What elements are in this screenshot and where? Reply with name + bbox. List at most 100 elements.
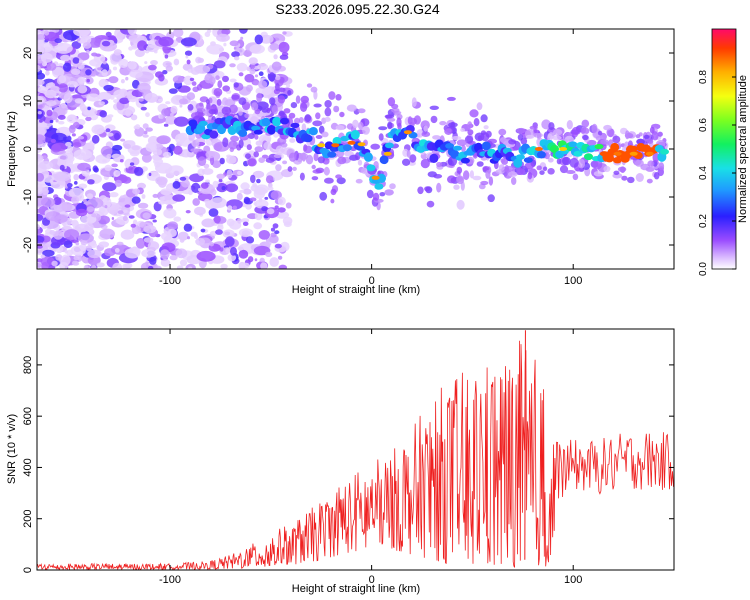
- noise-blob: [77, 85, 88, 94]
- noise-blob: [237, 218, 242, 224]
- noise-blob: [160, 188, 172, 196]
- noise-blob: [83, 264, 89, 269]
- ridge-blob: [324, 141, 334, 150]
- noise-blob: [126, 95, 133, 100]
- noise-blob: [61, 201, 73, 212]
- ridge-blob: [350, 130, 360, 140]
- noise-blob: [37, 33, 46, 40]
- noise-blob: [54, 171, 71, 182]
- noise-blob: [186, 59, 191, 65]
- noise-blob: [75, 242, 80, 246]
- noise-blob: [145, 44, 159, 53]
- noise-blob: [196, 250, 216, 262]
- noise-blob: [86, 206, 95, 213]
- noise-blob: [285, 202, 292, 209]
- noise-blob: [77, 233, 94, 243]
- noise-blob: [124, 158, 134, 169]
- noise-blob: [277, 196, 286, 206]
- halo-blob: [646, 178, 653, 184]
- halo-blob: [463, 170, 470, 181]
- halo-blob: [311, 164, 316, 170]
- halo-blob: [283, 108, 291, 114]
- noise-blob: [139, 221, 147, 228]
- noise-blob: [252, 170, 265, 178]
- halo-blob: [564, 135, 574, 144]
- noise-blob: [98, 241, 110, 248]
- noise-blob: [237, 246, 244, 251]
- halo-blob: [228, 140, 238, 150]
- noise-blob: [167, 228, 177, 238]
- noise-blob: [198, 188, 202, 192]
- noise-blob: [162, 151, 172, 158]
- halo-blob: [196, 84, 203, 91]
- halo-blob: [413, 115, 421, 125]
- noise-blob: [37, 79, 45, 86]
- noise-blob: [72, 57, 80, 64]
- ridge-blob: [550, 144, 559, 154]
- noise-blob: [111, 153, 121, 160]
- noise-blob: [258, 71, 264, 76]
- halo-blob: [229, 104, 238, 114]
- y-tick-label: 10: [22, 95, 34, 107]
- noise-blob: [57, 159, 66, 165]
- noise-blob: [93, 167, 99, 173]
- noise-blob: [129, 162, 135, 166]
- halo-blob: [214, 143, 223, 152]
- halo-blob: [213, 88, 223, 97]
- halo-blob: [436, 182, 442, 193]
- noise-blob: [215, 75, 220, 81]
- noise-blob: [52, 142, 68, 152]
- noise-blob: [175, 248, 188, 259]
- halo-blob: [253, 151, 259, 158]
- noise-blob: [129, 150, 140, 157]
- halo-blob: [190, 148, 200, 153]
- ridge-blob: [356, 145, 365, 151]
- noise-blob: [145, 127, 153, 132]
- noise-blob: [77, 162, 91, 171]
- ridge-blob: [198, 120, 208, 127]
- halo-blob: [548, 122, 555, 131]
- halo-blob: [387, 121, 393, 130]
- colorbar-tick-label: 0.4: [698, 166, 709, 180]
- noise-blob: [77, 135, 85, 140]
- noise-blob: [37, 134, 46, 145]
- noise-blob: [248, 57, 258, 65]
- noise-blob: [144, 61, 148, 65]
- noise-blob: [141, 89, 147, 93]
- halo-blob: [271, 105, 279, 115]
- noise-blob: [53, 197, 62, 205]
- noise-blob: [91, 213, 97, 218]
- halo-blob: [288, 152, 297, 162]
- noise-blob: [147, 265, 154, 269]
- noise-blob: [191, 81, 197, 86]
- snr-y-label: SNR (10 * v/v): [6, 414, 18, 484]
- noise-blob: [46, 109, 53, 117]
- noise-blob: [149, 256, 157, 265]
- noise-blob: [143, 237, 154, 243]
- halo-blob: [453, 184, 460, 190]
- halo-blob: [346, 104, 357, 112]
- y-tick-label: 600: [22, 407, 34, 425]
- halo-blob: [300, 102, 308, 112]
- halo-blob: [469, 170, 474, 179]
- halo-blob: [498, 164, 505, 171]
- halo-blob: [547, 168, 555, 175]
- noise-blob: [119, 88, 128, 98]
- noise-blob: [239, 29, 248, 34]
- noise-blob: [216, 173, 225, 180]
- noise-blob: [70, 221, 75, 225]
- noise-blob: [158, 74, 165, 82]
- noise-blob: [128, 46, 134, 51]
- halo-blob: [387, 97, 396, 107]
- noise-blob: [57, 114, 66, 120]
- noise-blob: [53, 230, 63, 240]
- halo-blob: [306, 83, 313, 88]
- halo-blob: [480, 180, 489, 186]
- noise-blob: [71, 41, 82, 50]
- noise-blob: [270, 190, 282, 200]
- noise-blob: [278, 264, 287, 269]
- colorbar: 0.0 0.2 0.4 0.6 0.8 Normalized spectral ampl…: [698, 28, 749, 276]
- noise-blob: [162, 70, 168, 75]
- noise-blob: [37, 235, 45, 244]
